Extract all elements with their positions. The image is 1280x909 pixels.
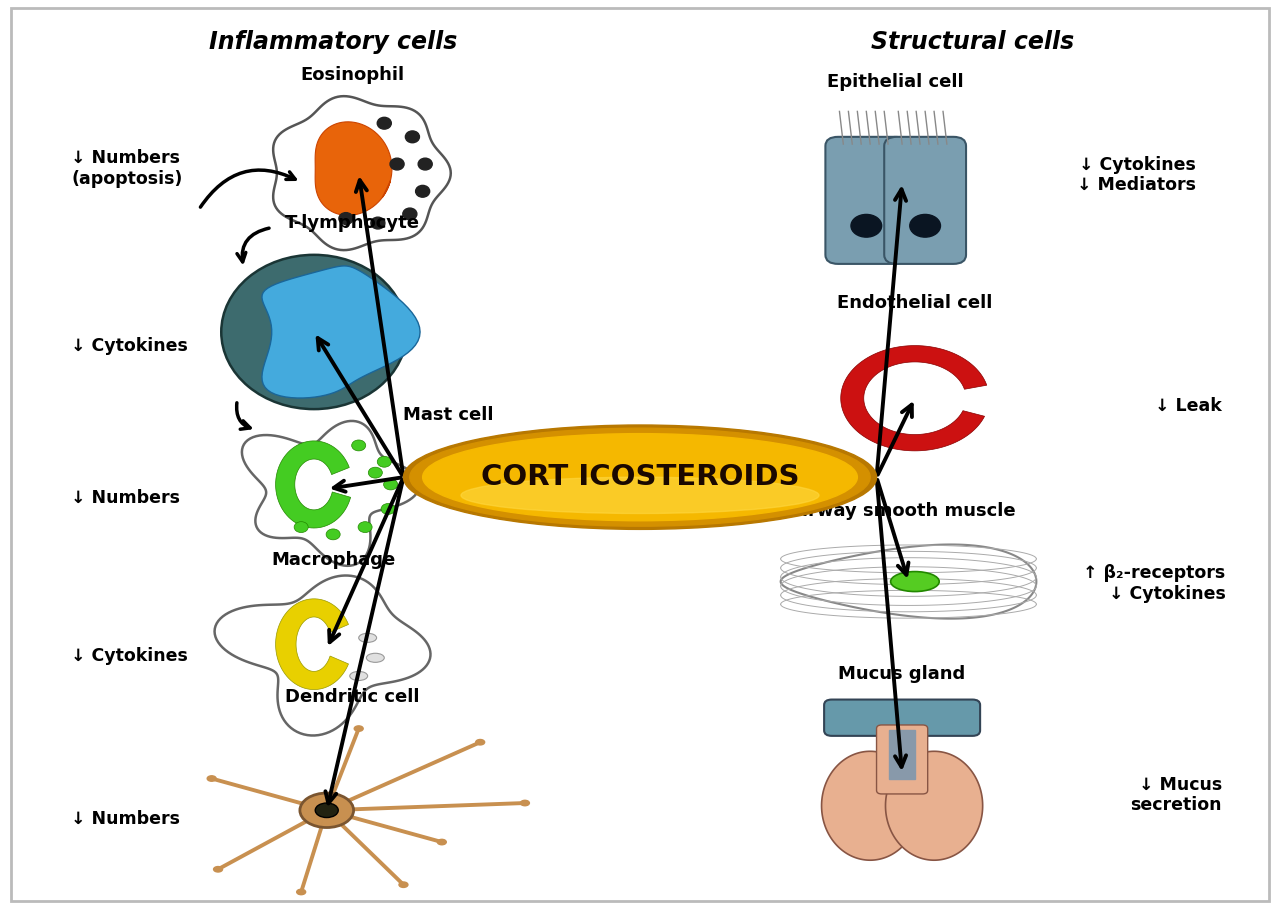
Text: Dendritic cell: Dendritic cell <box>285 688 420 706</box>
Ellipse shape <box>315 803 338 817</box>
Text: Epithelial cell: Epithelial cell <box>827 74 964 92</box>
Ellipse shape <box>399 882 408 887</box>
FancyBboxPatch shape <box>877 725 928 794</box>
Text: Structural cells: Structural cells <box>870 30 1074 54</box>
Text: CORT ICOSTEROIDS: CORT ICOSTEROIDS <box>481 464 799 491</box>
Text: Macrophage: Macrophage <box>271 551 396 569</box>
Text: ↓ Numbers
(apoptosis): ↓ Numbers (apoptosis) <box>70 149 182 188</box>
FancyBboxPatch shape <box>824 700 980 736</box>
Polygon shape <box>841 345 987 451</box>
Ellipse shape <box>358 522 372 533</box>
Ellipse shape <box>369 467 383 478</box>
Ellipse shape <box>910 215 941 237</box>
Text: ↑ β₂-receptors
↓ Cytokines: ↑ β₂-receptors ↓ Cytokines <box>1083 564 1226 603</box>
Ellipse shape <box>352 440 366 451</box>
Text: Eosinophil: Eosinophil <box>301 66 404 85</box>
Ellipse shape <box>403 208 417 220</box>
Ellipse shape <box>521 800 530 805</box>
Ellipse shape <box>851 215 882 237</box>
Polygon shape <box>781 544 1037 619</box>
Ellipse shape <box>410 428 870 526</box>
Text: Inflammatory cells: Inflammatory cells <box>209 30 457 54</box>
Ellipse shape <box>378 456 392 467</box>
Text: T-lymphocyte: T-lymphocyte <box>285 215 420 232</box>
Text: Mast cell: Mast cell <box>403 405 494 424</box>
Polygon shape <box>890 731 915 778</box>
Polygon shape <box>242 421 420 565</box>
Ellipse shape <box>476 740 485 745</box>
Ellipse shape <box>422 434 858 521</box>
Ellipse shape <box>390 158 404 170</box>
Ellipse shape <box>358 634 376 643</box>
Ellipse shape <box>891 572 940 592</box>
Ellipse shape <box>461 477 819 514</box>
Polygon shape <box>822 752 919 860</box>
Text: ↓ Cytokines: ↓ Cytokines <box>70 647 188 665</box>
Ellipse shape <box>294 522 308 533</box>
Ellipse shape <box>339 213 353 225</box>
Text: ↓ Cytokines: ↓ Cytokines <box>70 336 188 355</box>
Text: ↓ Numbers: ↓ Numbers <box>70 810 180 828</box>
Ellipse shape <box>221 255 407 409</box>
Polygon shape <box>262 266 420 398</box>
Text: Mucus gland: Mucus gland <box>838 665 965 684</box>
Ellipse shape <box>406 131 420 143</box>
FancyBboxPatch shape <box>884 137 966 264</box>
Ellipse shape <box>371 217 385 229</box>
Ellipse shape <box>355 726 364 732</box>
Polygon shape <box>273 96 451 250</box>
Text: ↓ Leak: ↓ Leak <box>1155 397 1222 415</box>
FancyBboxPatch shape <box>826 137 908 264</box>
Ellipse shape <box>349 672 367 681</box>
Ellipse shape <box>384 479 398 490</box>
Polygon shape <box>275 441 351 528</box>
Polygon shape <box>886 752 983 860</box>
Ellipse shape <box>416 185 430 197</box>
Ellipse shape <box>300 793 353 827</box>
Polygon shape <box>215 575 430 735</box>
Ellipse shape <box>378 117 392 129</box>
Ellipse shape <box>438 839 447 844</box>
Ellipse shape <box>297 889 306 894</box>
Polygon shape <box>275 599 348 690</box>
Ellipse shape <box>419 158 433 170</box>
Polygon shape <box>315 122 392 215</box>
Text: ↓ Numbers: ↓ Numbers <box>70 489 180 507</box>
Ellipse shape <box>381 504 396 514</box>
Ellipse shape <box>207 775 216 781</box>
Text: ↓ Cytokines
↓ Mediators: ↓ Cytokines ↓ Mediators <box>1078 155 1197 195</box>
Text: Endothelial cell: Endothelial cell <box>837 294 992 312</box>
Ellipse shape <box>326 529 340 540</box>
Ellipse shape <box>403 425 877 529</box>
Text: Airway smooth muscle: Airway smooth muscle <box>788 502 1016 520</box>
Ellipse shape <box>366 654 384 663</box>
Text: ↓ Mucus
secretion: ↓ Mucus secretion <box>1130 775 1222 814</box>
Ellipse shape <box>214 866 223 872</box>
